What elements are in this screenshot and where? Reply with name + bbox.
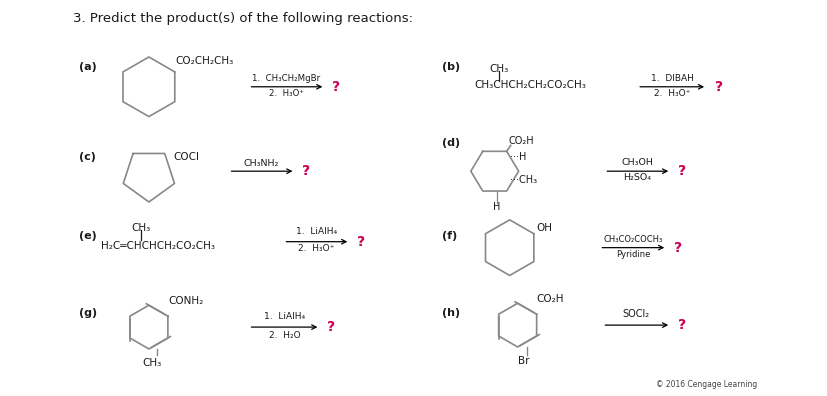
Text: 1.  DIBAH: 1. DIBAH — [650, 74, 693, 83]
Text: 2.  H₃O⁺: 2. H₃O⁺ — [298, 244, 334, 253]
Text: CH₃CO₂COCH₃: CH₃CO₂COCH₃ — [603, 235, 662, 244]
Text: ?: ? — [332, 80, 340, 94]
Text: ?: ? — [302, 164, 310, 178]
Text: (b): (b) — [442, 62, 460, 72]
Text: CH₃: CH₃ — [489, 64, 509, 74]
Text: © 2016 Cengage Learning: © 2016 Cengage Learning — [655, 380, 756, 388]
Text: ?: ? — [715, 80, 722, 94]
Text: CO₂CH₂CH₃: CO₂CH₂CH₃ — [175, 56, 234, 66]
Text: 2.  H₃O⁺: 2. H₃O⁺ — [269, 89, 304, 98]
Text: (e): (e) — [79, 231, 97, 241]
Text: 3. Predict the product(s) of the following reactions:: 3. Predict the product(s) of the followi… — [73, 12, 413, 25]
Text: Br: Br — [517, 356, 528, 366]
Text: H: H — [492, 202, 500, 212]
Text: ···CH₃: ···CH₃ — [509, 175, 536, 185]
Text: (c): (c) — [79, 152, 96, 162]
Text: CH₃: CH₃ — [131, 223, 150, 233]
Text: ?: ? — [677, 164, 686, 178]
Text: 1.  CH₃CH₂MgBr: 1. CH₃CH₂MgBr — [252, 74, 320, 83]
Text: CH₃NH₂: CH₃NH₂ — [243, 159, 279, 168]
Text: ···H: ···H — [509, 152, 525, 162]
Text: (a): (a) — [79, 62, 97, 72]
Text: COCl: COCl — [174, 152, 199, 162]
Text: CO₂H: CO₂H — [536, 294, 563, 304]
Text: OH: OH — [536, 223, 552, 233]
Text: 1.  LiAlH₄: 1. LiAlH₄ — [264, 312, 304, 321]
Text: Pyridine: Pyridine — [615, 249, 650, 259]
Text: CH₃OH: CH₃OH — [620, 158, 653, 167]
Text: ?: ? — [677, 318, 686, 332]
Text: 2.  H₃O⁺: 2. H₃O⁺ — [653, 89, 690, 98]
Text: SOCl₂: SOCl₂ — [622, 309, 649, 319]
Text: ?: ? — [327, 320, 335, 334]
Text: H₂C═CHCHCH₂CO₂CH₃: H₂C═CHCHCH₂CO₂CH₃ — [101, 241, 215, 251]
Text: ?: ? — [356, 235, 365, 249]
Text: 1.  LiAlH₄: 1. LiAlH₄ — [295, 227, 337, 236]
Text: (f): (f) — [442, 231, 457, 241]
Text: (g): (g) — [79, 308, 97, 318]
Text: CH₃: CH₃ — [142, 358, 161, 368]
Text: H₂SO₄: H₂SO₄ — [623, 173, 651, 182]
Text: CO₂H: CO₂H — [508, 136, 533, 147]
Text: CONH₂: CONH₂ — [169, 296, 203, 306]
Text: (h): (h) — [442, 308, 460, 318]
Text: (d): (d) — [442, 138, 460, 148]
Text: ?: ? — [673, 241, 681, 255]
Text: 2.  H₂O: 2. H₂O — [268, 331, 300, 340]
Text: CH₃CHCH₂CH₂CO₂CH₃: CH₃CHCH₂CH₂CO₂CH₃ — [474, 80, 586, 90]
